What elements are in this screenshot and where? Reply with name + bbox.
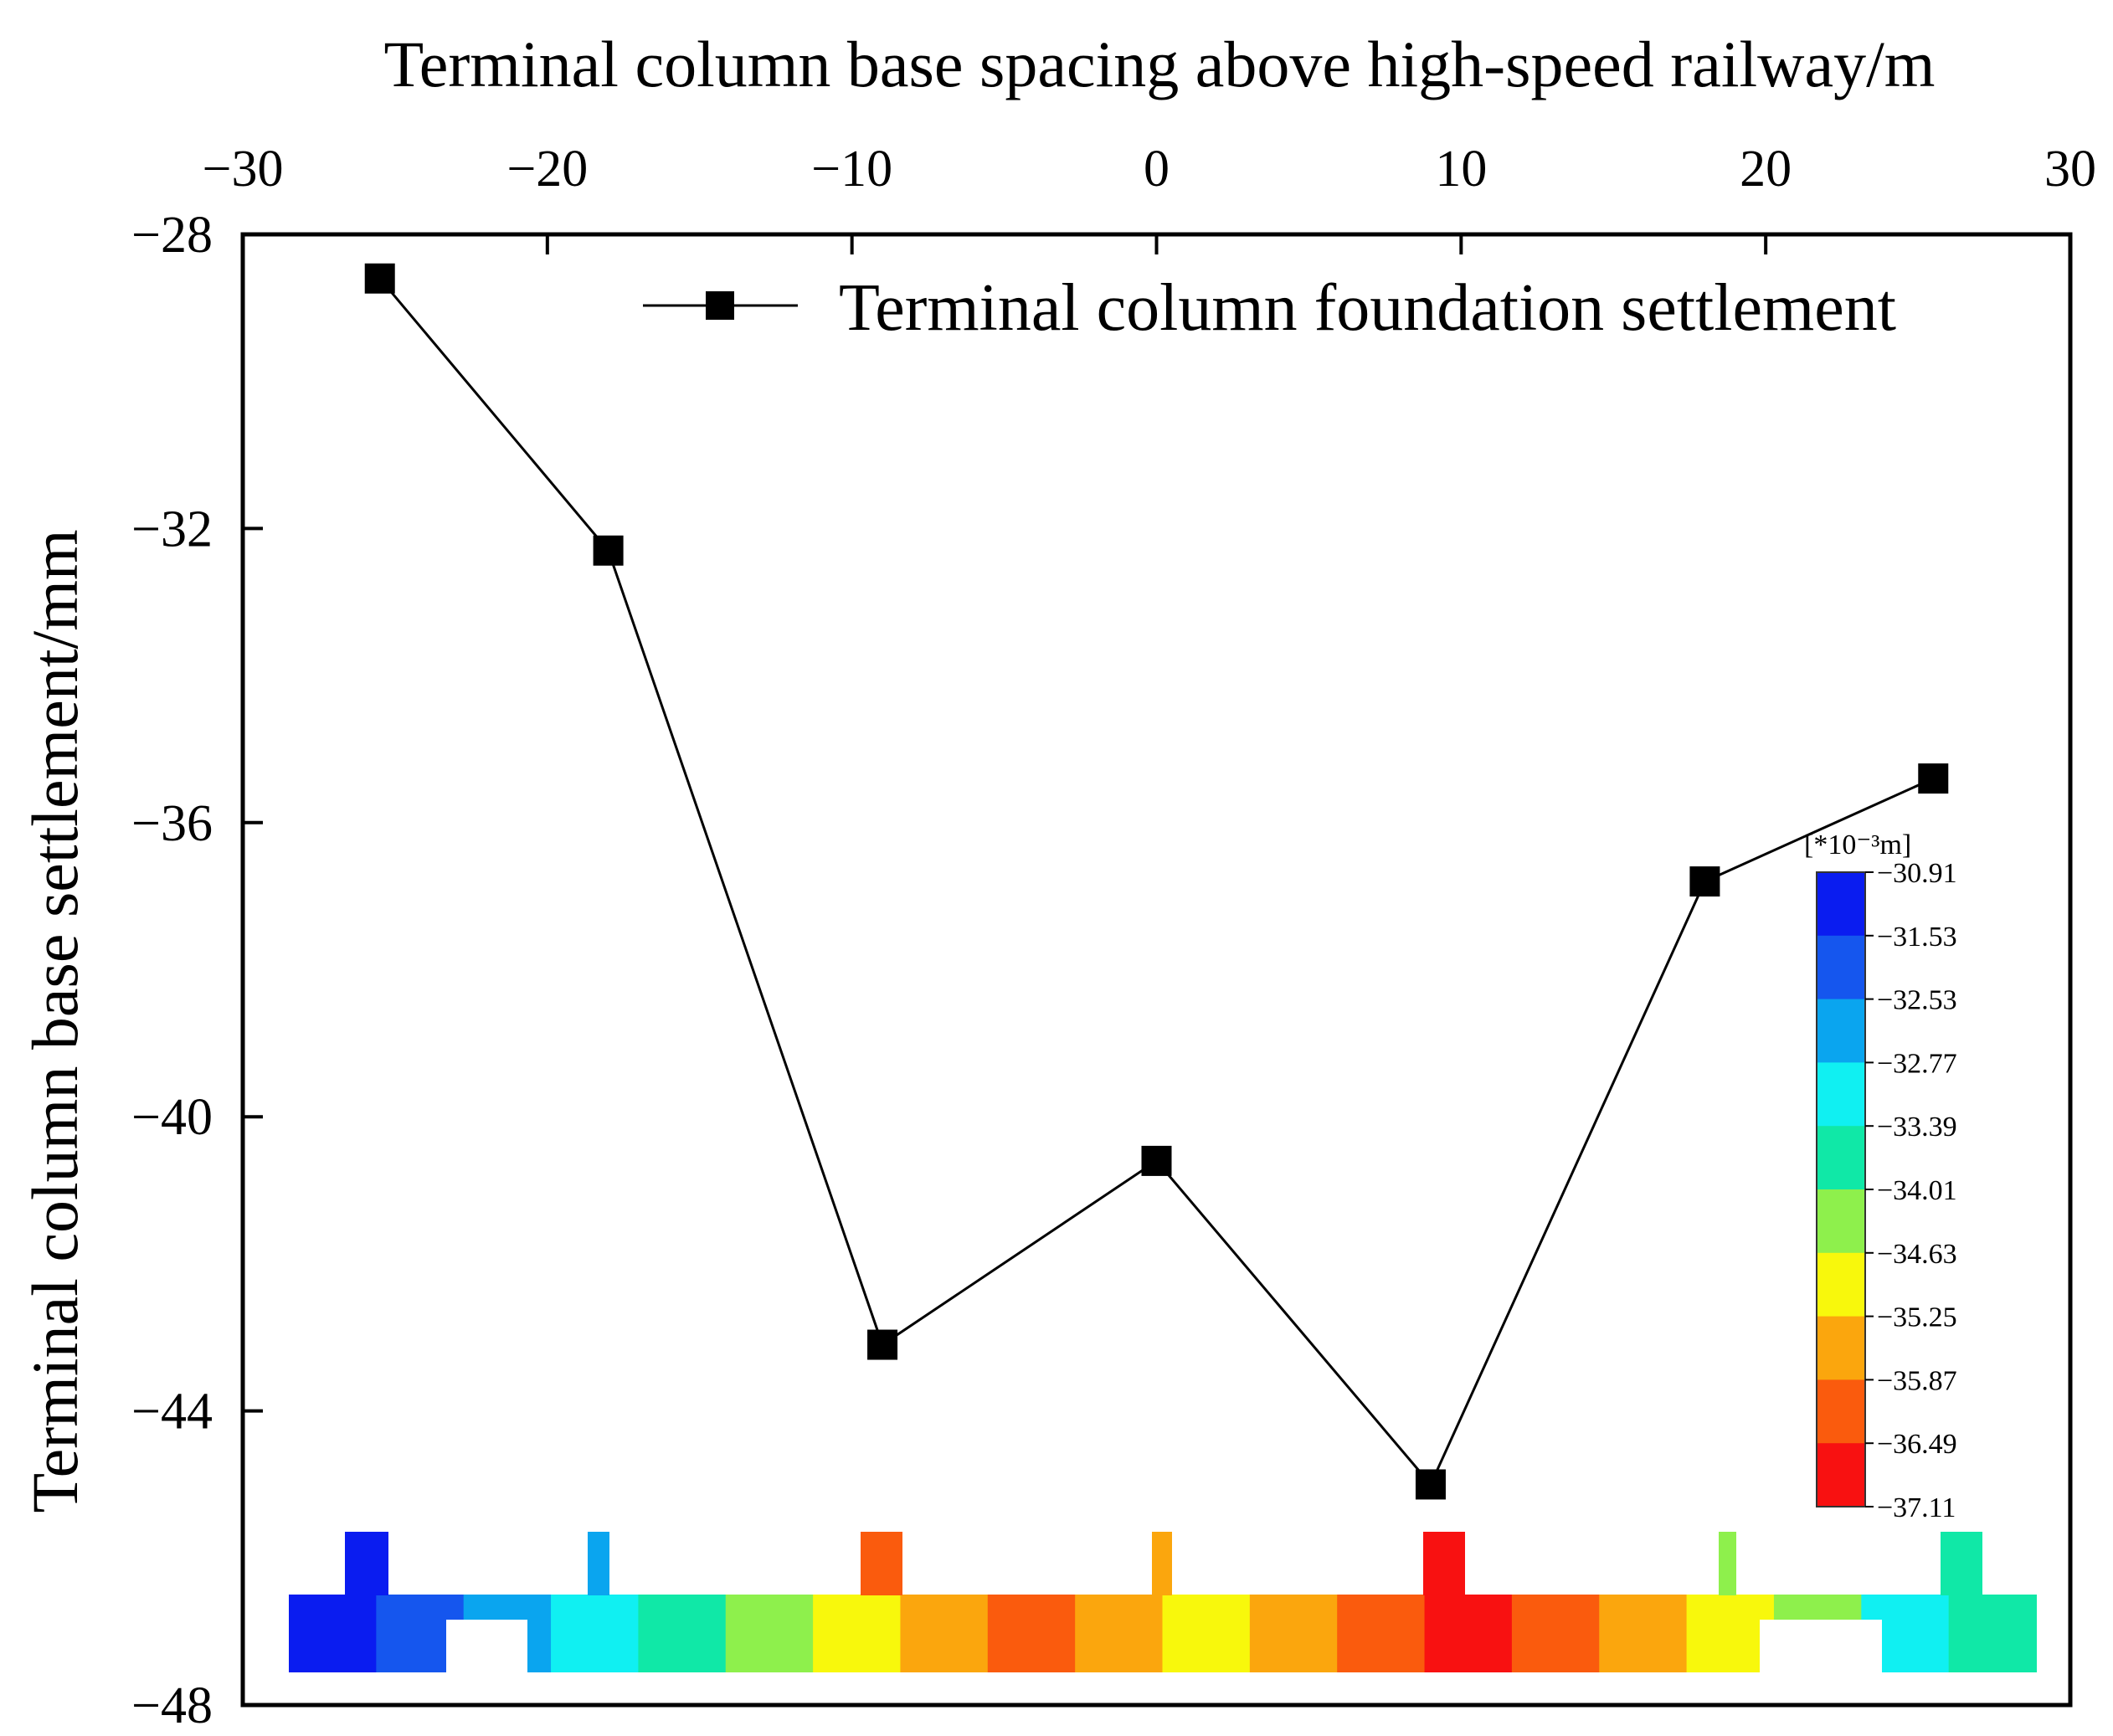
x-tick-label: 20 (1740, 141, 1792, 198)
x-tick-label: 10 (1435, 141, 1487, 198)
contour-strip-band (1075, 1595, 1164, 1672)
colorbar-segment (1817, 1443, 1865, 1507)
contour-strip (289, 1532, 2037, 1674)
contour-strip-band (1948, 1595, 2037, 1672)
legend-square-marker (706, 291, 734, 320)
colorbar-segment (1817, 1379, 1865, 1444)
column-stub (1423, 1532, 1465, 1595)
contour-strip-band (1162, 1595, 1251, 1672)
contour-strip-band (1337, 1595, 1426, 1672)
x-tick-label: −20 (506, 141, 588, 198)
y-tick-label: −28 (131, 207, 213, 264)
colorbar-label: −37.11 (1877, 1492, 1956, 1523)
colorbar-label: −32.53 (1877, 985, 1957, 1016)
contour-strip-band (1249, 1595, 1339, 1672)
column-stub (345, 1532, 388, 1595)
legend: Terminal column foundation settlement (643, 271, 1896, 345)
colorbar-unit: [*10⁻³m] (1804, 829, 1911, 860)
colorbar-segment (1817, 872, 1865, 937)
colorbar-label: −35.25 (1877, 1302, 1957, 1333)
x-tick-label: 30 (2044, 141, 2096, 198)
strip-notch (1760, 1620, 1882, 1674)
contour-strip-band (900, 1595, 989, 1672)
data-point-marker (1415, 1469, 1446, 1500)
y-tick-label: −36 (131, 795, 213, 852)
x-tick-label: −10 (811, 141, 892, 198)
colorbar-segment (1817, 1189, 1865, 1254)
data-point-marker (1141, 1145, 1172, 1176)
contour-strip-band (289, 1595, 378, 1672)
colorbar-label: −32.77 (1877, 1048, 1957, 1079)
column-stub (588, 1532, 609, 1595)
contour-strip-band (1424, 1595, 1513, 1672)
column-stub (1719, 1532, 1736, 1595)
colorbar-segment (1817, 1126, 1865, 1190)
colorbar-label: −36.49 (1877, 1429, 1957, 1460)
data-point-marker (1918, 763, 1949, 794)
contour-strip-band (725, 1595, 815, 1672)
legend-label: Terminal column foundation settlement (839, 271, 1896, 345)
contour-strip-band (638, 1595, 727, 1672)
strip-notch (446, 1620, 527, 1674)
colorbar-label: −35.87 (1877, 1365, 1957, 1396)
y-axis: −28 −32 −36 −40 −44 −48 (131, 207, 263, 1734)
y-tick-label: −44 (131, 1384, 213, 1441)
column-stub (1941, 1532, 1982, 1595)
series-layer (364, 263, 1949, 1500)
colorbar: [*10⁻³m] −30.91 −31.53 −32.53 −32.77 −33.39 −… (1804, 829, 1957, 1523)
contour-strip-band (1511, 1595, 1601, 1672)
contour-strip-band (1599, 1595, 1688, 1672)
contour-strip-band (987, 1595, 1077, 1672)
column-stub (1152, 1532, 1172, 1595)
data-point-marker (867, 1329, 898, 1360)
colorbar-segment (1817, 1062, 1865, 1127)
plot-frame (240, 232, 2073, 1708)
x-tick-label: 0 (1144, 141, 1170, 198)
y-tick-label: −40 (131, 1089, 213, 1146)
colorbar-label: −31.53 (1877, 922, 1957, 953)
colorbar-segment (1817, 1316, 1865, 1380)
colorbar-label: −30.91 (1877, 858, 1957, 889)
y-axis-title: Terminal column base settlement/mm (18, 529, 91, 1513)
colorbar-label: −34.63 (1877, 1239, 1957, 1270)
contour-strip-band (551, 1595, 640, 1672)
data-point-marker (364, 263, 395, 294)
colorbar-segment (1817, 935, 1865, 1000)
contour-strip-band (813, 1595, 902, 1672)
colorbar-label: −33.39 (1877, 1112, 1957, 1143)
column-stub (861, 1532, 902, 1595)
colorbar-label: −34.01 (1877, 1175, 1957, 1206)
data-point-marker (1689, 866, 1720, 897)
x-tick-label: −30 (203, 141, 284, 198)
y-tick-label: −32 (131, 501, 213, 557)
y-tick-label: −48 (131, 1677, 213, 1734)
x-axis-title: Terminal column base spacing above high-… (384, 28, 1936, 100)
colorbar-segment (1817, 999, 1865, 1063)
x-axis: −30 −20 −10 0 10 20 30 (203, 141, 2096, 254)
colorbar-segment (1817, 1252, 1865, 1317)
data-point-marker (593, 535, 624, 566)
